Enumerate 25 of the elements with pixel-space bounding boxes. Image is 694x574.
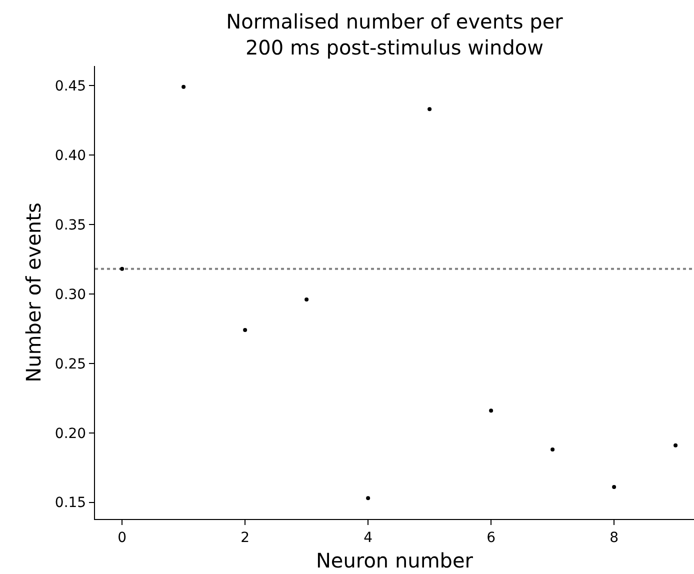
point <box>366 496 370 500</box>
x-axis-title: Neuron number <box>316 548 474 572</box>
chart-title: Normalised number of events per 200 ms post-stimulus window <box>226 10 564 60</box>
y-tick-label: 0.15 <box>54 495 86 512</box>
y-tick-label: 0.35 <box>54 217 86 234</box>
x-tick-label: 4 <box>364 530 373 546</box>
point <box>243 328 248 332</box>
point <box>182 84 186 89</box>
point <box>612 485 616 490</box>
y-tick-label: 0.45 <box>54 78 86 94</box>
point <box>674 443 678 448</box>
point <box>489 408 494 413</box>
point <box>120 266 124 271</box>
x-tick-label: 6 <box>486 530 496 546</box>
y-tick-label: 0.40 <box>54 148 86 164</box>
y-tick-label: 0.25 <box>54 356 86 372</box>
x-tick-label: 2 <box>240 530 250 546</box>
y-tick-label: 0.30 <box>54 286 86 303</box>
point <box>428 107 432 112</box>
x-tick-label: 0 <box>118 530 127 546</box>
point <box>304 297 309 302</box>
y-tick-label: 0.20 <box>54 426 86 442</box>
x-tick-label: 8 <box>610 530 619 546</box>
y-axis-title: Number of events <box>21 202 46 382</box>
point <box>550 448 555 452</box>
